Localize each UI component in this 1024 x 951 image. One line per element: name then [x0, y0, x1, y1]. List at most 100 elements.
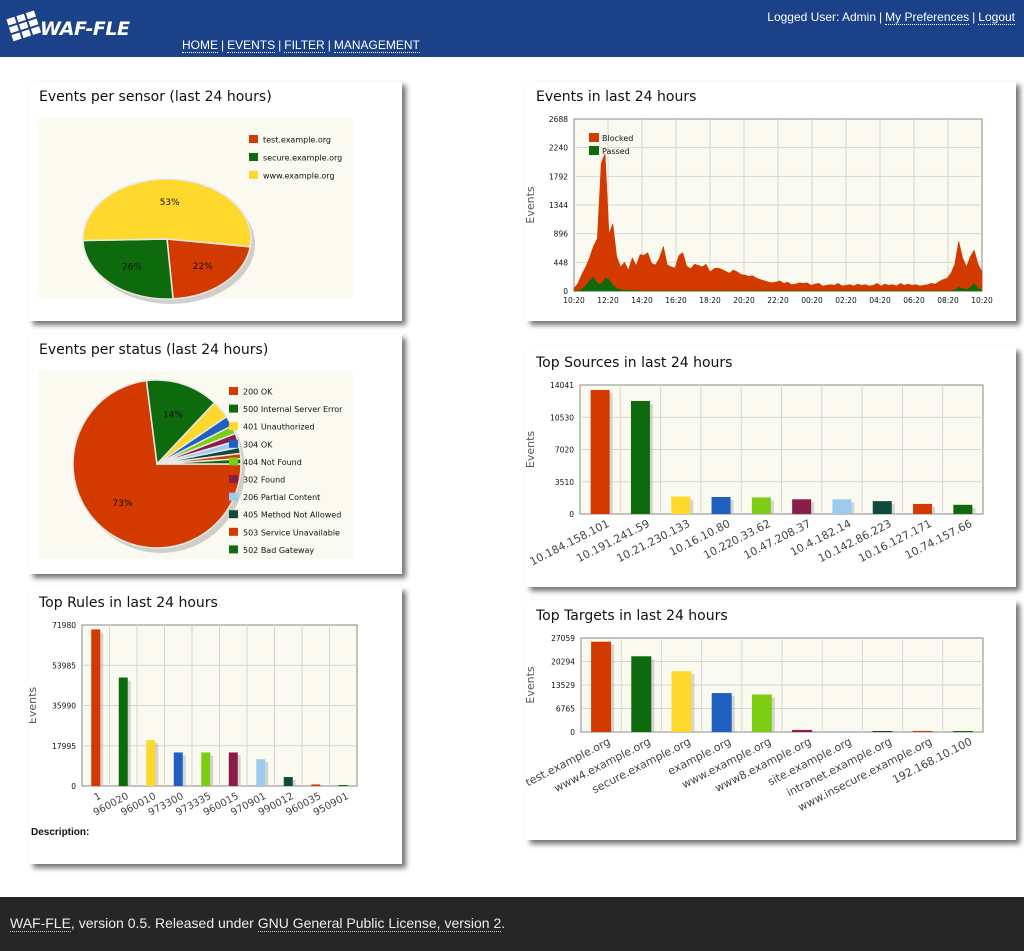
bar [311, 784, 321, 786]
license-link[interactable]: GNU General Public License, version 2 [257, 915, 502, 932]
nav-filter[interactable]: FILTER [284, 38, 325, 53]
panel-title: Top Sources in last 24 hours [536, 355, 733, 371]
logo-icon[interactable] [6, 4, 126, 54]
legend-label: 302 Found [243, 476, 285, 485]
y-tick-label: 10530 [550, 413, 574, 422]
y-tick-label: 448 [554, 258, 569, 267]
legend-swatch [229, 492, 238, 501]
legend-swatch [589, 133, 599, 142]
bar [751, 694, 772, 732]
y-axis-label: Events [526, 431, 537, 469]
panel-title: Top Rules in last 24 hours [39, 595, 218, 611]
bar [283, 777, 293, 786]
bar [228, 752, 238, 786]
legend-swatch [229, 457, 238, 466]
legend-label: 500 Internal Server Error [243, 405, 343, 414]
y-tick-label: 2688 [549, 115, 568, 124]
x-tick-label: 10:20 [563, 296, 585, 305]
nav-separator: | [221, 38, 225, 52]
bar [872, 731, 893, 732]
legend-label: 304 OK [243, 440, 273, 449]
legend-swatch [249, 171, 258, 179]
x-tick-label: 1 [92, 791, 103, 804]
bar [913, 503, 933, 514]
bar [792, 729, 813, 732]
y-tick-label: 7020 [555, 446, 574, 455]
legend-swatch [229, 439, 238, 448]
legend-swatch [249, 135, 258, 143]
x-tick-label: 14:20 [631, 296, 653, 305]
x-tick-label: 10:20 [971, 296, 993, 305]
legend-swatch [229, 510, 238, 519]
preferences-link[interactable]: My Preferences [885, 10, 970, 25]
y-tick-label: 14041 [550, 381, 574, 390]
bar [671, 496, 691, 514]
series-area [573, 153, 983, 292]
events-24h-panel: Events in last 24 hours 0 448 896 1344 1792 2… [526, 81, 1016, 321]
top-sources-panel: Top Sources in last 24 hours 0 3510 7020 10… [526, 347, 1016, 587]
bar [256, 759, 266, 786]
x-tick-label: 16:20 [665, 296, 687, 305]
app-link[interactable]: WAF-FLE [10, 915, 71, 932]
events-area-chart[interactable]: 0 448 896 1344 1792 2240 2688 Events 10:20 12:20 1… [526, 81, 1016, 321]
nav-management[interactable]: MANAGEMENT [333, 38, 420, 53]
pie-slice [166, 238, 252, 300]
pie-slice-label: 22% [193, 262, 213, 272]
y-tick-label: 6765 [556, 705, 575, 714]
logout-link[interactable]: Logout [978, 10, 1015, 25]
status-pie-chart[interactable]: 73% 14% 200 OK 500 Internal Server Error 401… [29, 334, 402, 574]
bar [711, 497, 731, 514]
x-tick-label: 06:20 [903, 296, 925, 305]
nav-events[interactable]: EVENTS [227, 38, 276, 53]
y-tick-label: 0 [71, 782, 76, 791]
y-tick-label: 896 [554, 230, 569, 239]
legend-label: 503 Service Unavailable [243, 528, 340, 537]
logo-text[interactable]: WAF-FLE [40, 18, 130, 40]
y-tick-label: 3510 [555, 478, 574, 487]
bar [338, 785, 348, 786]
bar [671, 671, 692, 732]
pie-slice [156, 457, 242, 465]
top-targets-bar-chart[interactable]: 06765135292029427059Eventstest.example.o… [526, 600, 1016, 840]
y-tick-label: 13529 [551, 681, 575, 690]
pie-slice [145, 379, 216, 466]
legend-label: www.example.org [263, 172, 335, 181]
x-tick-label: 00:20 [801, 296, 823, 305]
top-sources-bar-chart[interactable]: 0351070201053014041Events10.184.158.1011… [526, 347, 1016, 587]
panel-title: Top Targets in last 24 hours [536, 608, 728, 624]
y-tick-label: 20294 [551, 658, 575, 667]
bar [792, 499, 812, 514]
pie-slice-label: 73% [113, 499, 133, 509]
events-per-status-panel: Events per status (last 24 hours) 73% 14%… [29, 334, 402, 574]
legend-label: Blocked [602, 134, 633, 143]
legend-swatch [229, 387, 238, 395]
x-tick-label: 18:20 [699, 296, 721, 305]
bar [630, 400, 650, 514]
x-tick-label: 22:20 [767, 296, 789, 305]
page-footer: WAF-FLE, version 0.5. Released under GNU… [0, 897, 1024, 951]
bar [912, 731, 933, 732]
panel-title: Events in last 24 hours [536, 89, 697, 105]
bar [591, 641, 612, 732]
bar [832, 499, 852, 514]
y-tick-label: 27059 [551, 634, 575, 643]
y-axis-label: Events [29, 687, 39, 725]
y-tick-label: 0 [570, 728, 575, 737]
top-rules-bar-chart[interactable]: 017995359905398571980Events1960020960010… [29, 587, 402, 827]
legend-label: secure.example.org [263, 154, 342, 163]
sensor-pie-chart[interactable]: 22% 26% 53% test.example.org secure.example.… [29, 81, 402, 321]
nav-separator: | [278, 38, 282, 52]
events-per-sensor-panel: Events per sensor (last 24 hours) 22% 26%… [29, 81, 402, 321]
pie-slice-label: 53% [160, 198, 180, 208]
legend-swatch [229, 545, 238, 554]
legend-label: 206 Partial Content [243, 493, 320, 502]
bar [953, 504, 973, 514]
y-tick-label: 0 [569, 510, 574, 519]
bar [201, 752, 211, 786]
footer-text: , version 0.5. Released under [70, 915, 258, 931]
nav-home[interactable]: HOME [182, 38, 218, 53]
y-axis-label: Events [526, 186, 537, 224]
nav-separator: | [327, 38, 331, 52]
legend-label: 405 Method Not Allowed [243, 511, 341, 520]
y-tick-label: 1344 [549, 201, 568, 210]
